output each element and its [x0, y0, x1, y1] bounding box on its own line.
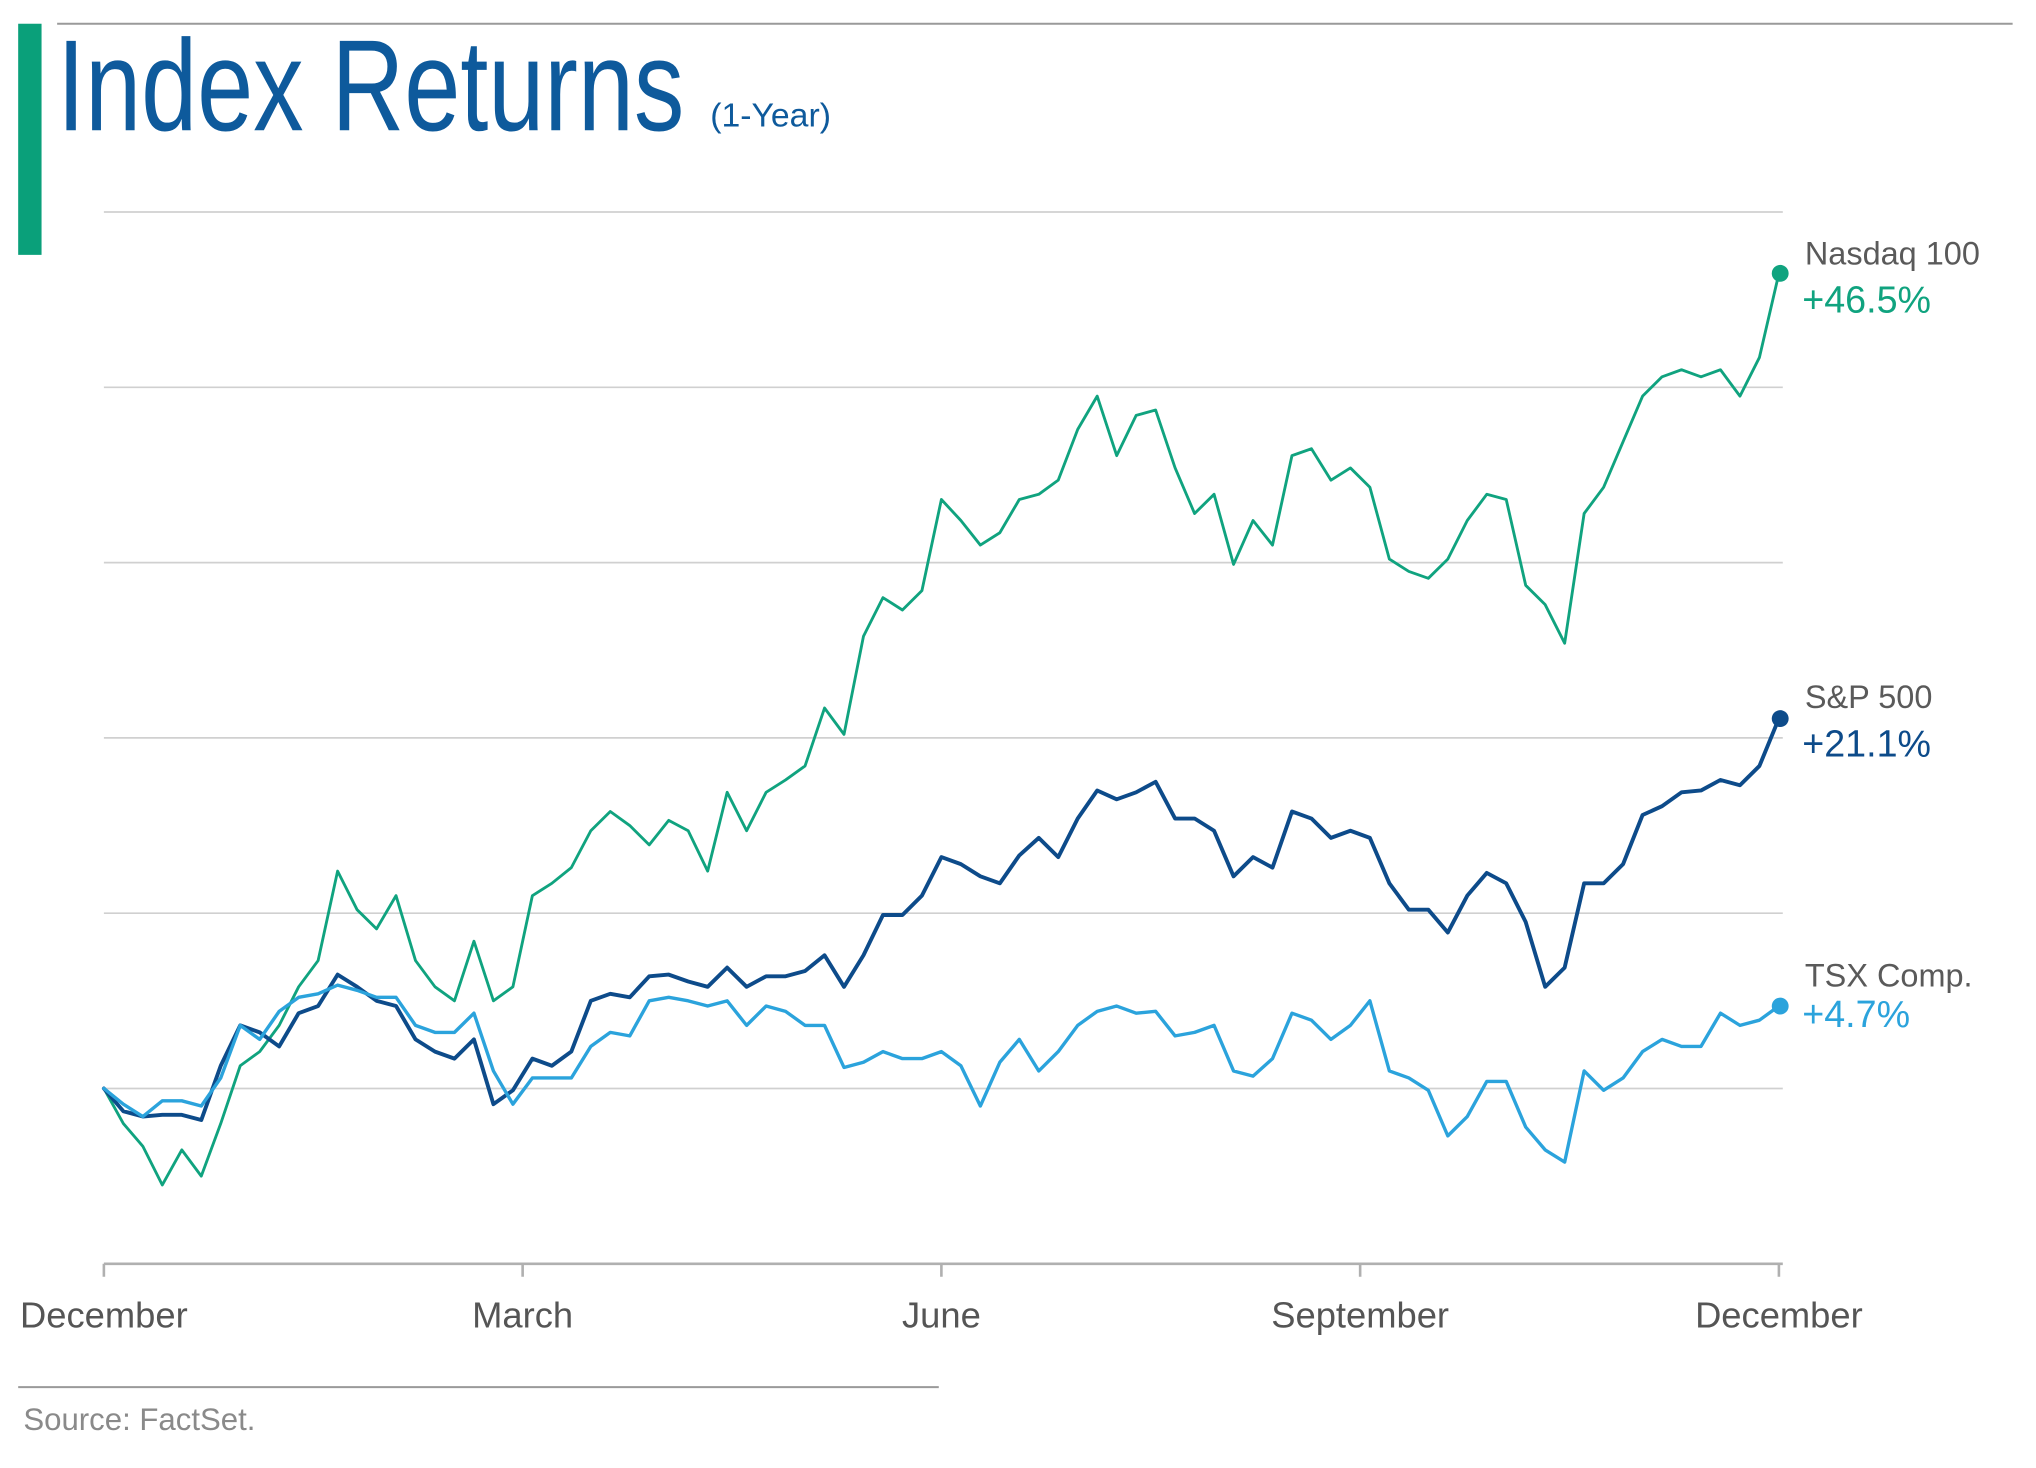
series-end-labels: Nasdaq 100 +46.5% S&P 500 +21.1% TSX Comp.+4… — [1771, 235, 1980, 1035]
series-line-s-p-500 — [101, 716, 1781, 1122]
x-tick-label: March — [472, 1294, 573, 1335]
series-value-label-tsx-comp: +4.7% — [1802, 993, 1910, 1035]
accent-bar — [18, 23, 42, 255]
series-line-nasdaq-100 — [102, 272, 1781, 1187]
gridlines — [103, 211, 1783, 1090]
series-end-dot-s-p-500 — [1771, 710, 1789, 728]
chart-title: Index Returns — [57, 12, 684, 158]
x-tick-label: September — [1271, 1294, 1449, 1335]
x-tick-label: December — [20, 1294, 188, 1335]
series-value-label-nasdaq-100: +46.5% — [1802, 278, 1931, 320]
series-name-label-nasdaq-100: Nasdaq 100 — [1805, 235, 1980, 271]
x-axis: December March June September December — [20, 1262, 1863, 1335]
series-lines — [101, 272, 1781, 1187]
series-line-tsx-comp — [102, 983, 1781, 1164]
source-note: Source: FactSet. — [23, 1402, 255, 1437]
x-tick-label: December — [1695, 1294, 1863, 1335]
series-name-label-tsx-comp: TSX Comp. — [1805, 958, 1973, 994]
x-tick-label: June — [902, 1294, 981, 1335]
series-end-dot-nasdaq-100 — [1771, 264, 1789, 282]
series-name-label-s-p-500: S&P 500 — [1805, 679, 1933, 715]
chart-subtitle: (1-Year) — [710, 96, 831, 134]
series-value-label-s-p-500: +21.1% — [1802, 722, 1931, 764]
series-end-dot-tsx-comp — [1771, 997, 1789, 1015]
